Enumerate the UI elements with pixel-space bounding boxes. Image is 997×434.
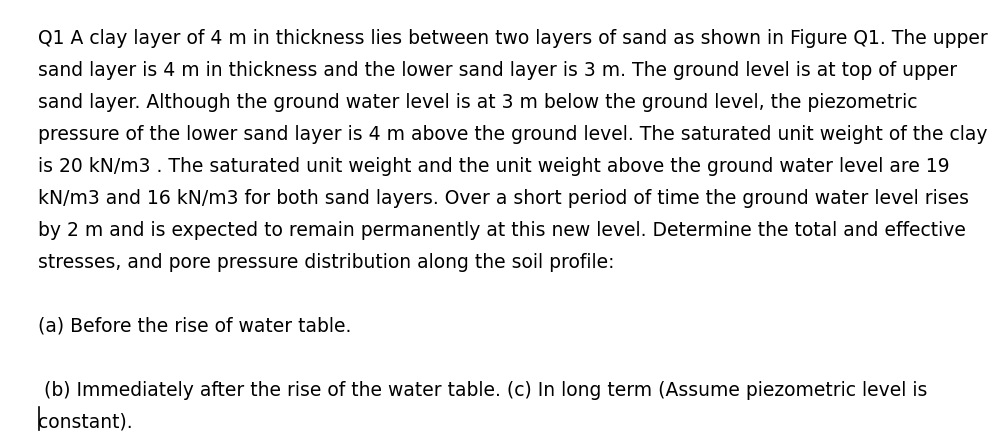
Text: (a) Before the rise of water table.: (a) Before the rise of water table. (38, 316, 351, 335)
Text: sand layer. Although the ground water level is at 3 m below the ground level, th: sand layer. Although the ground water le… (38, 92, 917, 112)
Text: constant).: constant). (38, 412, 133, 431)
Text: (b) Immediately after the rise of the water table. (c) In long term (Assume piez: (b) Immediately after the rise of the wa… (38, 381, 927, 400)
Text: Q1 A clay layer of 4 m in thickness lies between two layers of sand as shown in : Q1 A clay layer of 4 m in thickness lies… (38, 29, 988, 47)
Text: pressure of the lower sand layer is 4 m above the ground level. The saturated un: pressure of the lower sand layer is 4 m … (38, 125, 987, 144)
Text: kN/m3 and 16 kN/m3 for both sand layers. Over a short period of time the ground : kN/m3 and 16 kN/m3 for both sand layers.… (38, 188, 969, 207)
Text: by 2 m and is expected to remain permanently at this new level. Determine the to: by 2 m and is expected to remain permane… (38, 220, 966, 240)
Text: sand layer is 4 m in thickness and the lower sand layer is 3 m. The ground level: sand layer is 4 m in thickness and the l… (38, 60, 957, 79)
Text: is 20 kN/m3 . The saturated unit weight and the unit weight above the ground wat: is 20 kN/m3 . The saturated unit weight … (38, 157, 949, 175)
Text: stresses, and pore pressure distribution along the soil profile:: stresses, and pore pressure distribution… (38, 253, 614, 272)
